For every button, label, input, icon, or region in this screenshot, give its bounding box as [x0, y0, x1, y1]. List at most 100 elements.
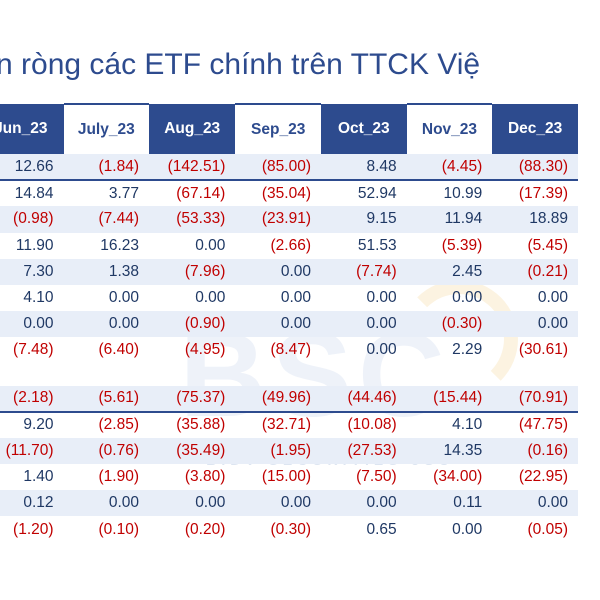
table-cell: 2.45 — [406, 258, 493, 285]
spacer-cell — [235, 364, 321, 386]
table-row: (11.70) (0.76) (35.49) (1.95) (27.53) 14.35 (0… — [0, 437, 578, 465]
table-cell: (0.16) — [492, 437, 578, 465]
column-header: Nov_23 — [406, 103, 493, 154]
table-cell: 1.38 — [63, 258, 150, 285]
table-cell: 0.00 — [537, 289, 568, 307]
table-cell: 0.12 — [0, 490, 64, 517]
column-header: Dec_23 — [492, 104, 578, 154]
table-cell: 11.90 — [15, 236, 54, 254]
table-row: 12.66 (1.84) (142.51) (85.00) 8.48 (4.45) (88.… — [0, 154, 578, 182]
table-cell: 0.00 — [235, 258, 321, 285]
etf-flow-table: Jun_23July_23Aug_23Sep_23Oct_23Nov_23Dec… — [0, 103, 578, 543]
table-cell: 0.00 — [195, 289, 226, 307]
table-cell: (35.49) — [149, 437, 236, 465]
table-cell: (49.96) — [235, 385, 321, 413]
table-cell: 0.00 — [0, 311, 64, 338]
table-cell: (2.66) — [270, 236, 312, 254]
spacer-cell — [64, 364, 149, 386]
table-cell: (0.90) — [149, 311, 236, 338]
table-cell: 0.00 — [280, 289, 311, 307]
table-cell: 4.10 — [452, 416, 483, 434]
table-cell: 52.94 — [357, 184, 397, 202]
column-header: Aug_23 — [149, 104, 236, 154]
table-cell: 9.15 — [321, 206, 407, 233]
table-cell: (67.14) — [176, 184, 226, 202]
table-cell: (1.84) — [63, 154, 150, 182]
table-cell: 14.84 — [14, 184, 54, 202]
group-spacer — [0, 364, 578, 386]
table-row: (2.18) (5.61) (75.37) (49.96) (44.46) (15.44)… — [0, 385, 578, 413]
table-row: 4.10 0.00 0.00 0.00 0.00 0.00 0.00 — [0, 285, 578, 311]
table-row: (1.20) (0.10) (0.20) (0.30) 0.65 0.00 (0.05) — [0, 516, 578, 542]
table-title: n ròng các ETF chính trên TTCK Việ — [0, 48, 481, 81]
table-cell: (15.00) — [261, 468, 311, 486]
table-cell: (88.30) — [492, 154, 578, 182]
table-cell: 14.35 — [406, 437, 493, 465]
table-cell: 0.00 — [366, 289, 397, 307]
table-cell: (53.33) — [149, 206, 236, 233]
table-cell: 0.00 — [492, 490, 578, 517]
table-cell: 0.00 — [195, 236, 226, 254]
table-cell: 0.11 — [406, 490, 493, 517]
table-cell: (7.96) — [149, 258, 236, 285]
table-cell: 0.00 — [321, 311, 407, 338]
table-cell: (11.70) — [0, 437, 64, 465]
table-cell: 1.40 — [23, 468, 54, 486]
table-cell: (8.47) — [270, 341, 312, 359]
table-cell: (4.45) — [406, 154, 493, 182]
table-cell: 0.00 — [366, 341, 397, 359]
table-cell: (35.88) — [176, 416, 226, 434]
table-cell: 3.77 — [108, 184, 140, 202]
table-cell: 9.20 — [23, 416, 54, 434]
table-row: 9.20 (2.85) (35.88) (32.71) (10.08) 4.10 (47.7… — [0, 412, 578, 438]
table-cell: 7.30 — [0, 258, 64, 285]
table-cell: (6.40) — [98, 341, 140, 359]
column-header: Sep_23 — [235, 103, 321, 154]
table-row: (7.48) (6.40) (4.95) (8.47) 0.00 2.29 (30.61) — [0, 337, 578, 363]
spacer-cell — [492, 364, 578, 386]
table-cell: (30.61) — [518, 341, 568, 359]
table-cell: (1.95) — [235, 437, 321, 465]
table-cell: (75.37) — [149, 385, 236, 413]
table-cell: (0.20) — [184, 520, 226, 538]
table-cell: (2.85) — [98, 416, 140, 434]
table-cell: 0.00 — [108, 289, 140, 307]
table-cell: (7.74) — [321, 258, 407, 285]
column-header: Oct_23 — [321, 104, 407, 154]
table-cell: (5.61) — [63, 385, 150, 413]
table-cell: (85.00) — [235, 154, 321, 182]
table-cell: (10.08) — [347, 416, 397, 434]
table-cell: 0.00 — [452, 289, 483, 307]
table-cell: (4.95) — [184, 341, 226, 359]
table-cell: 0.00 — [235, 490, 321, 517]
table-cell: (17.39) — [518, 184, 568, 202]
table-cell: (27.53) — [321, 437, 407, 465]
table-row: 0.12 0.00 0.00 0.00 0.00 0.11 0.00 — [0, 490, 578, 517]
table-cell: (0.05) — [527, 520, 569, 538]
table-cell: 12.66 — [0, 154, 64, 182]
table-cell: (34.00) — [433, 468, 483, 486]
spacer-cell — [0, 364, 64, 386]
table-cell: (15.44) — [406, 385, 493, 413]
table-cell: (23.91) — [235, 206, 321, 233]
table-cell: 11.94 — [406, 206, 493, 233]
table-cell: (70.91) — [492, 385, 578, 413]
table-cell: 0.00 — [149, 490, 236, 517]
table-row: 7.30 1.38 (7.96) 0.00 (7.74) 2.45 (0.21) — [0, 258, 578, 285]
table-cell: (2.18) — [0, 385, 64, 413]
table-cell: (0.30) — [406, 311, 493, 338]
header-row: Jun_23July_23Aug_23Sep_23Oct_23Nov_23Dec… — [0, 103, 578, 154]
table-cell: 0.00 — [452, 520, 483, 538]
table-cell: (47.75) — [518, 416, 568, 434]
table-cell: 0.00 — [235, 311, 321, 338]
table-cell: (1.90) — [98, 468, 140, 486]
table-cell: (7.50) — [356, 468, 397, 486]
table-cell: 0.00 — [321, 490, 407, 517]
table-cell: 10.99 — [443, 184, 483, 202]
table-cell: 0.00 — [63, 311, 150, 338]
table-cell: (142.51) — [149, 154, 236, 182]
table-cell: (0.21) — [492, 258, 578, 285]
table-cell: (0.30) — [270, 520, 312, 538]
table-cell: (5.45) — [527, 236, 569, 254]
spacer-cell — [407, 364, 493, 386]
